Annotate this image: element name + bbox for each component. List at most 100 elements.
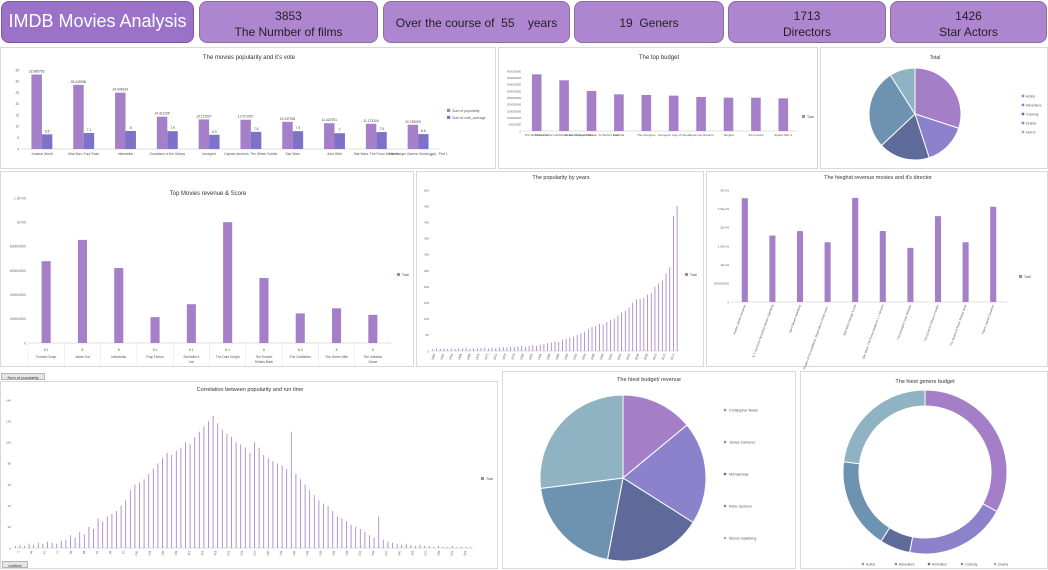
x-category-label: The Godfather xyxy=(290,355,312,359)
legend-label: Action xyxy=(1026,95,1036,99)
x-tick-label: 170 xyxy=(423,550,428,556)
x-tick-label: 136 xyxy=(292,550,297,556)
runtime-filter-chip[interactable]: runtime xyxy=(2,561,28,568)
y-tick-label: 40 xyxy=(8,504,12,508)
y-tick-label: 600000000 xyxy=(10,269,26,273)
bar xyxy=(469,348,471,351)
bar xyxy=(517,346,519,351)
bar xyxy=(543,343,545,351)
bar xyxy=(115,92,126,149)
bar xyxy=(554,341,556,351)
bar xyxy=(355,526,357,548)
y-tick-label: 200000000 xyxy=(507,103,521,107)
x-category-label: Godzilla xyxy=(613,133,624,137)
legend-swatch xyxy=(481,477,484,480)
x-tick-label: 115 xyxy=(200,550,205,556)
legend-label: Drama xyxy=(1026,122,1036,126)
bar xyxy=(323,503,324,548)
x-tick-label: 151 xyxy=(357,550,362,556)
x-category-label: The Imitation xyxy=(363,355,382,359)
bar xyxy=(480,348,482,351)
bar xyxy=(19,544,21,548)
pie-slice xyxy=(914,67,962,129)
legend-label: Peter Jackson xyxy=(729,505,752,509)
bar xyxy=(65,539,67,548)
legend-label: Drama xyxy=(998,563,1008,567)
x-category-label: The Green Mile xyxy=(325,355,348,359)
x-category-label: Jaws Steven Spielberg xyxy=(788,304,802,334)
x-tick-label: 1990 xyxy=(563,353,569,361)
data-label: 12.037933 xyxy=(280,117,296,121)
chart-title: The hiest budget/ revenue xyxy=(617,377,681,383)
bar xyxy=(696,97,706,131)
x-tick-label: 201 xyxy=(449,550,454,556)
bar xyxy=(476,348,478,351)
x-tick-label: 133 xyxy=(279,550,284,556)
x-tick-label: 1962 xyxy=(439,353,445,361)
bar xyxy=(83,534,85,548)
bar xyxy=(254,442,255,548)
x-tick-label: 130 xyxy=(265,550,270,556)
legend-swatch xyxy=(894,562,898,566)
y-tick-label: 1E+09 xyxy=(720,263,729,267)
bar xyxy=(106,516,108,548)
legend-label: Total xyxy=(807,115,814,119)
x-tick-label: 121 xyxy=(226,550,231,556)
y-tick-label: 250000000 xyxy=(507,96,521,100)
bar xyxy=(610,320,611,351)
y-tick-label: 500 xyxy=(424,188,429,192)
data-label: 7.5 xyxy=(379,127,384,131)
pie-slice xyxy=(606,477,694,562)
x-tick-label: 84 xyxy=(69,550,74,554)
bar xyxy=(125,130,136,149)
chart-title: The hieghst revenue movies and it's dire… xyxy=(824,175,932,181)
bar xyxy=(458,348,460,351)
bar xyxy=(336,516,338,548)
x-tick-label: 1974 xyxy=(492,353,498,361)
x-tick-label: 91 xyxy=(95,550,100,554)
bar xyxy=(212,415,214,548)
x-category-label: The Avengers Joss Whedon xyxy=(896,304,913,341)
score-label: 8 xyxy=(336,348,338,352)
x-category-label: Inside Out xyxy=(75,355,90,359)
bar xyxy=(569,337,571,351)
bar xyxy=(387,541,389,548)
score-label: 8 xyxy=(372,348,374,352)
x-category-label: Star Wars: The Force Awakens J.J. Abrams xyxy=(861,304,885,360)
bar xyxy=(643,297,645,351)
bar xyxy=(636,299,637,351)
legend-label: Christopher Nolan xyxy=(729,409,758,413)
bar xyxy=(143,479,145,548)
popularity-filter-chip[interactable]: Sum of popularity xyxy=(1,373,45,380)
data-label: 10.739009 xyxy=(405,120,421,124)
dashboard-title: IMDB Movies Analysis xyxy=(8,11,187,31)
data-label: 12.971027 xyxy=(238,115,254,119)
bar xyxy=(313,495,315,548)
total-genre-pie-chart: Total Action Adventure Comedy Drama Horror xyxy=(820,47,1048,169)
data-label: 8 xyxy=(130,126,132,130)
x-tick-label: 1964 xyxy=(448,353,454,361)
x-tick-label: 1982 xyxy=(528,353,534,361)
bar xyxy=(231,437,232,548)
bar xyxy=(327,505,329,548)
x-category-label: Spider-Man 3 xyxy=(774,133,792,137)
x-tick-label: 157 xyxy=(384,550,389,556)
bar xyxy=(513,347,515,351)
y-tick-label: 120 xyxy=(6,419,11,423)
data-label: 7 xyxy=(339,128,341,132)
bar xyxy=(152,468,154,548)
pie-slice xyxy=(909,503,998,555)
x-tick-label: 2014 xyxy=(669,353,675,361)
data-label: 11.173104 xyxy=(363,119,379,123)
chart-title: The popularity by years xyxy=(532,175,589,181)
y-tick-label: 20 xyxy=(15,102,19,106)
bar xyxy=(521,345,523,351)
y-tick-label: 100 xyxy=(6,441,11,445)
bar xyxy=(502,347,504,351)
bar xyxy=(116,511,117,548)
bar xyxy=(824,242,831,302)
bar xyxy=(462,348,463,351)
score-label: 8.1 xyxy=(153,348,158,352)
bar xyxy=(405,543,407,548)
y-tick-label: 1.5E+09 xyxy=(718,244,730,248)
